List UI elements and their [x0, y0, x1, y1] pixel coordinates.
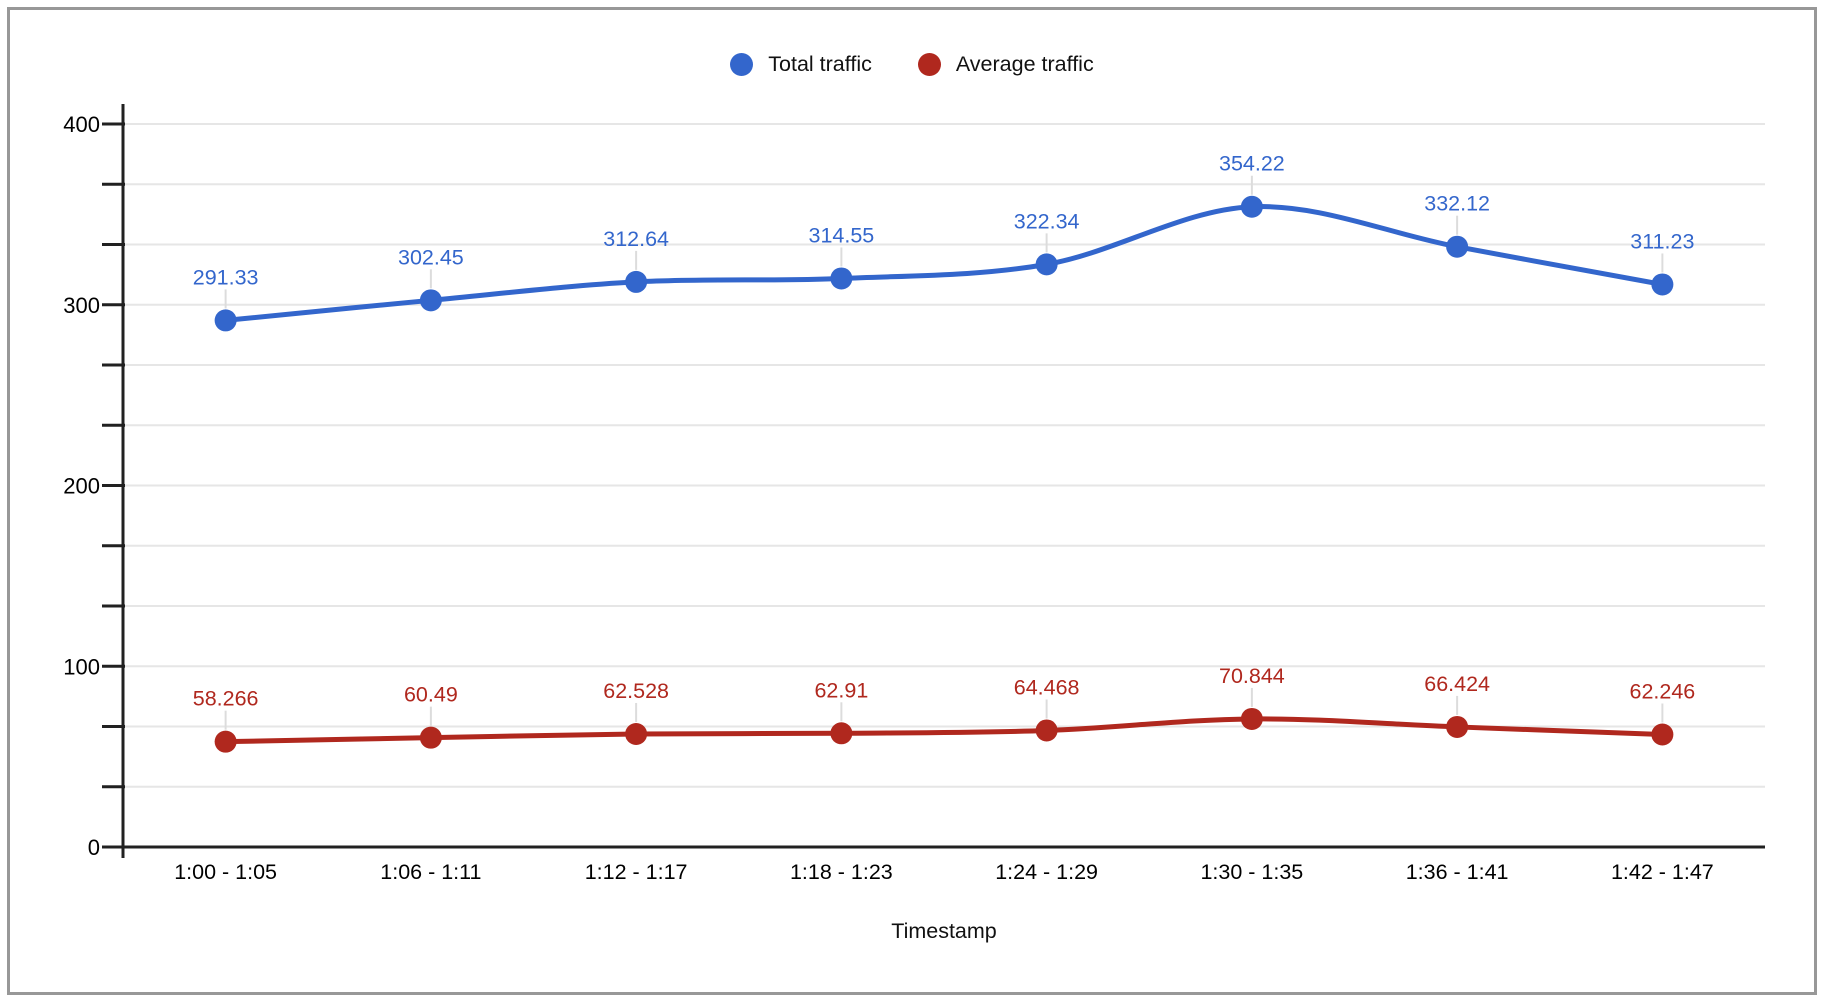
data-point-marker-average-traffic[interactable]	[1240, 707, 1263, 730]
data-point-label-average-traffic: 64.468	[1014, 675, 1080, 699]
data-point-marker-total-traffic[interactable]	[1035, 253, 1058, 276]
data-point-marker-total-traffic[interactable]	[1240, 195, 1263, 218]
data-point-label-average-traffic: 70.844	[1219, 664, 1285, 688]
data-point-label-total-traffic: 332.12	[1424, 192, 1490, 216]
data-point-marker-average-traffic[interactable]	[1035, 719, 1058, 742]
x-tick-label: 1:42 - 1:47	[1611, 860, 1714, 884]
legend-item-total-traffic: Total traffic	[730, 52, 872, 77]
x-tick-label: 1:06 - 1:11	[380, 860, 481, 884]
legend-label-average-traffic: Average traffic	[955, 52, 1094, 76]
x-tick-label: 1:36 - 1:41	[1406, 860, 1509, 884]
data-point-label-total-traffic: 302.45	[398, 245, 464, 269]
y-tick-label: 0	[88, 835, 100, 860]
x-tick-label: 1:24 - 1:29	[995, 860, 1098, 884]
y-tick-label: 400	[63, 112, 100, 137]
data-point-label-total-traffic: 322.34	[1014, 209, 1080, 233]
x-axis-title: Timestamp	[891, 919, 997, 943]
data-point-label-total-traffic: 311.23	[1630, 229, 1694, 253]
y-tick-label: 300	[63, 293, 100, 318]
y-tick-label: 100	[63, 654, 100, 679]
data-point-label-total-traffic: 291.33	[193, 265, 259, 289]
chart-card	[7, 7, 1817, 995]
data-point-label-average-traffic: 62.246	[1629, 679, 1695, 703]
data-point-label-total-traffic: 314.55	[808, 223, 874, 247]
data-point-label-average-traffic: 66.424	[1424, 672, 1490, 696]
y-tick-label: 200	[63, 474, 100, 499]
data-point-marker-total-traffic[interactable]	[1446, 235, 1469, 258]
series-line-average-traffic	[223, 716, 1665, 745]
data-point-marker-average-traffic[interactable]	[1446, 715, 1469, 738]
chart-legend: Total traffic Average traffic	[0, 52, 1824, 77]
legend-swatch-icon	[917, 53, 941, 76]
data-point-marker-average-traffic[interactable]	[214, 730, 237, 753]
x-tick-label: 1:30 - 1:35	[1200, 860, 1303, 884]
data-point-label-average-traffic: 62.91	[814, 678, 868, 702]
legend-swatch-icon	[730, 53, 754, 76]
data-point-marker-average-traffic[interactable]	[1651, 723, 1674, 746]
data-point-label-total-traffic: 312.64	[603, 227, 669, 251]
data-point-label-average-traffic: 60.49	[404, 683, 458, 707]
data-point-marker-total-traffic[interactable]	[830, 267, 853, 290]
data-point-marker-average-traffic[interactable]	[830, 722, 853, 745]
data-point-label-total-traffic: 354.22	[1219, 152, 1285, 176]
data-point-marker-total-traffic[interactable]	[419, 289, 442, 312]
data-point-marker-total-traffic[interactable]	[625, 270, 648, 293]
data-point-label-average-traffic: 58.266	[193, 687, 259, 711]
data-point-marker-total-traffic[interactable]	[1651, 273, 1674, 296]
series-line-total-traffic	[223, 204, 1665, 323]
data-point-marker-average-traffic[interactable]	[625, 722, 648, 745]
data-point-marker-total-traffic[interactable]	[214, 309, 237, 332]
data-point-marker-average-traffic[interactable]	[419, 726, 442, 749]
x-tick-label: 1:18 - 1:23	[790, 860, 893, 884]
legend-item-average-traffic: Average traffic	[917, 52, 1094, 77]
data-point-label-average-traffic: 62.528	[603, 679, 669, 703]
x-tick-label: 1:12 - 1:17	[585, 860, 688, 884]
x-tick-label: 1:00 - 1:05	[174, 860, 277, 884]
legend-label-total-traffic: Total traffic	[768, 52, 872, 76]
